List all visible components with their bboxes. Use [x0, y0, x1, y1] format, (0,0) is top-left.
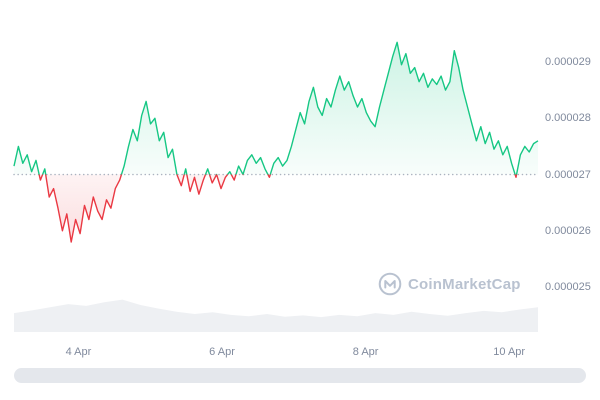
watermark-text: CoinMarketCap	[408, 275, 521, 293]
price-area-down	[14, 174, 538, 242]
price-area-up	[14, 42, 538, 175]
volume-area	[14, 299, 538, 332]
price-line-down	[38, 174, 518, 243]
watermark: CoinMarketCap	[378, 272, 521, 296]
price-line-up	[13, 41, 539, 175]
coinmarketcap-logo-icon	[378, 272, 402, 296]
timeline-scrollbar[interactable]	[14, 368, 586, 383]
